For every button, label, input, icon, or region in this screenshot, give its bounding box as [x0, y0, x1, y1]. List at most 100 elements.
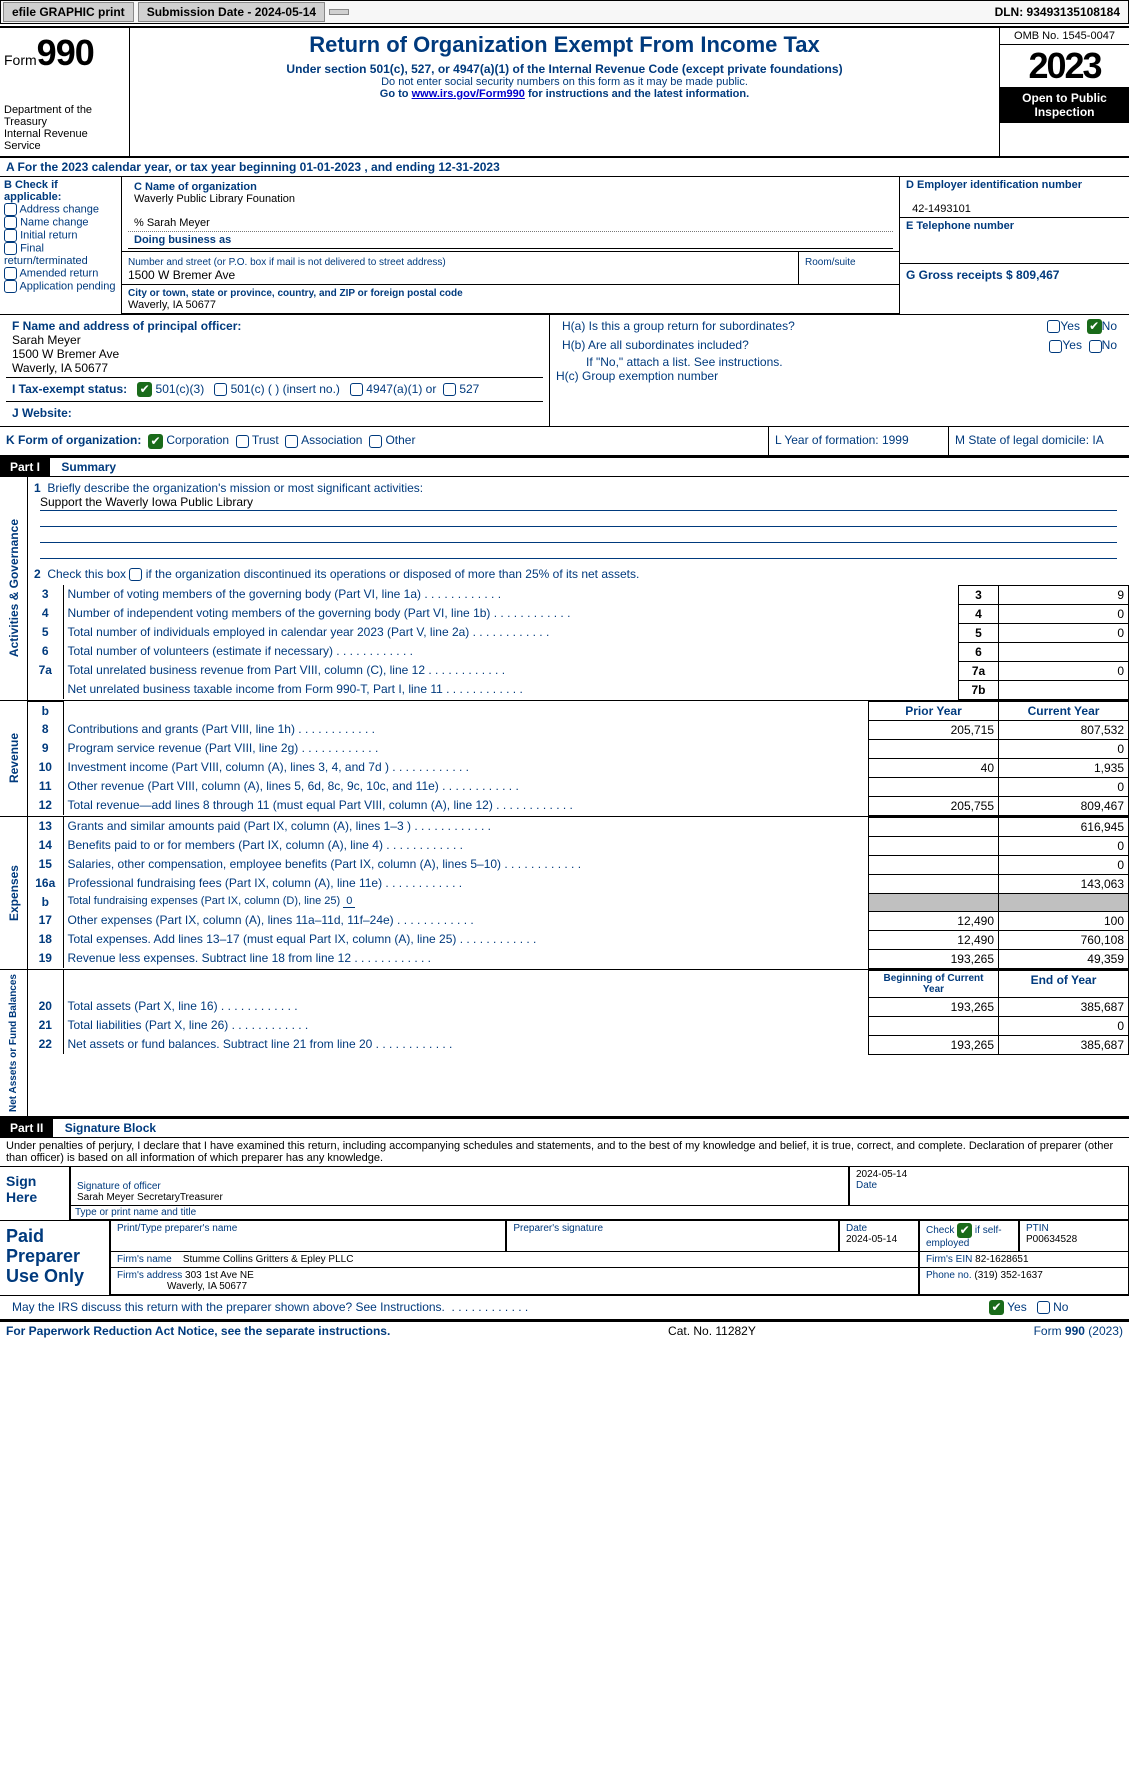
prep-date: 2024-05-14: [846, 1234, 897, 1245]
netassets-vlabel: Net Assets or Fund Balances: [6, 970, 21, 1116]
ptin-value: P00634528: [1026, 1234, 1077, 1245]
table-row: 15Salaries, other compensation, employee…: [28, 855, 1129, 874]
discuss-text: May the IRS discuss this return with the…: [12, 1300, 445, 1314]
checkbox-501c3[interactable]: ✔: [137, 382, 152, 397]
form-org-label: K Form of organization:: [6, 433, 141, 447]
table-row: 13Grants and similar amounts paid (Part …: [28, 817, 1129, 836]
mission-blank-1: [40, 511, 1117, 527]
dept-treasury: Department of the Treasury: [4, 104, 125, 128]
revenue-vlabel: Revenue: [5, 729, 23, 787]
mission-text: Support the Waverly Iowa Public Library: [40, 495, 1117, 511]
firm-name-label: Firm's name: [117, 1254, 172, 1265]
opt-4947: 4947(a)(1) or: [366, 382, 436, 396]
checkbox-other[interactable]: [369, 435, 382, 448]
line-2-text: Check this box if the organization disco…: [47, 567, 639, 581]
footer-left: For Paperwork Reduction Act Notice, see …: [6, 1324, 390, 1338]
table-row: 10Investment income (Part VIII, column (…: [28, 758, 1129, 777]
preparer-name-label: Print/Type preparer's name: [110, 1221, 506, 1252]
omb-number: OMB No. 1545-0047: [1000, 28, 1129, 45]
opt-501c: 501(c) ( ) (insert no.): [231, 382, 340, 396]
label-initial-return: Initial return: [20, 229, 77, 241]
discuss-row: May the IRS discuss this return with the…: [0, 1296, 1129, 1320]
part-1-header: Part I Summary: [0, 456, 1129, 477]
mission-blank-3: [40, 543, 1117, 559]
table-header-row: bPrior YearCurrent Year: [28, 701, 1129, 720]
checkbox-ha-no[interactable]: ✔: [1087, 319, 1102, 334]
penalties-text: Under penalties of perjury, I declare th…: [0, 1138, 1129, 1167]
header-grid: B Check if applicable: Address change Na…: [0, 177, 1129, 315]
preparer-sig-label: Preparer's signature: [506, 1221, 839, 1252]
table-row: 5Total number of individuals employed in…: [28, 623, 1129, 642]
checkbox-final-return[interactable]: [4, 242, 17, 255]
checkbox-hb-yes[interactable]: [1049, 340, 1062, 353]
care-of: % Sarah Meyer: [134, 217, 210, 229]
table-row: 12Total revenue—add lines 8 through 11 (…: [28, 796, 1129, 815]
irs-link[interactable]: www.irs.gov/Form990: [412, 88, 525, 100]
table-row: 9Program service revenue (Part VIII, lin…: [28, 739, 1129, 758]
section-revenue: Revenue bPrior YearCurrent Year8Contribu…: [0, 701, 1129, 817]
tax-year: 2023: [1000, 45, 1129, 87]
label-name-change: Name change: [20, 216, 89, 228]
goto-post: for instructions and the latest informat…: [528, 88, 749, 100]
officer-addr2: Waverly, IA 50677: [12, 361, 108, 375]
org-name-label: C Name of organization: [134, 181, 257, 193]
h-b-note: If "No," attach a list. See instructions…: [556, 355, 1123, 369]
firm-addr2: Waverly, IA 50677: [167, 1281, 247, 1292]
column-d: D Employer identification number 42-1493…: [899, 177, 1129, 314]
opt-501c3: 501(c)(3): [156, 382, 205, 396]
submission-date-button[interactable]: Submission Date - 2024-05-14: [138, 2, 325, 22]
prep-date-label: Date: [846, 1223, 867, 1234]
checkbox-ha-yes[interactable]: [1047, 320, 1060, 333]
table-row: 19Revenue less expenses. Subtract line 1…: [28, 949, 1129, 968]
discuss-yes: Yes: [1007, 1300, 1027, 1314]
table-row: 21Total liabilities (Part X, line 26)0: [28, 1016, 1129, 1035]
section-governance: Activities & Governance 1 Briefly descri…: [0, 477, 1129, 701]
checkbox-trust[interactable]: [236, 435, 249, 448]
checkbox-corp[interactable]: ✔: [148, 434, 163, 449]
officer-label: F Name and address of principal officer:: [12, 319, 241, 333]
mission-blank-2: [40, 527, 1117, 543]
checkbox-discuss-no[interactable]: [1037, 1301, 1050, 1314]
checkbox-address-change[interactable]: [4, 203, 17, 216]
checkbox-501c[interactable]: [214, 383, 227, 396]
dept-irs: Internal Revenue Service: [4, 128, 125, 152]
city-state-zip: Waverly, IA 50677: [128, 299, 216, 311]
street-address: 1500 W Bremer Ave: [128, 268, 235, 282]
checkbox-name-change[interactable]: [4, 216, 17, 229]
opt-527: 527: [459, 382, 479, 396]
checkbox-assoc[interactable]: [285, 435, 298, 448]
opt-assoc: Association: [301, 433, 362, 447]
footer-form-pre: Form: [1034, 1324, 1065, 1338]
opt-other: Other: [385, 433, 415, 447]
checkbox-4947[interactable]: [350, 383, 363, 396]
h-a-label: H(a) Is this a group return for subordin…: [556, 317, 1003, 336]
table-row: 20Total assets (Part X, line 16)193,2653…: [28, 997, 1129, 1016]
officer-name: Sarah Meyer: [12, 333, 81, 347]
addr-label: Number and street (or P.O. box if mail i…: [128, 257, 446, 268]
blank-button[interactable]: [329, 9, 349, 15]
phone-value: (319) 352-1637: [974, 1270, 1042, 1281]
checkbox-hb-no[interactable]: [1089, 340, 1102, 353]
paid-preparer-block: Paid Preparer Use Only Print/Type prepar…: [0, 1221, 1129, 1296]
efile-button[interactable]: efile GRAPHIC print: [3, 2, 134, 22]
expenses-table: 13Grants and similar amounts paid (Part …: [28, 817, 1129, 969]
ha-yes: Yes: [1060, 319, 1080, 333]
checkbox-discontinued[interactable]: [129, 568, 142, 581]
label-amended: Amended return: [19, 267, 98, 279]
checkbox-amended[interactable]: [4, 267, 17, 280]
col-b-header: B Check if applicable:: [4, 179, 117, 203]
checkbox-initial-return[interactable]: [4, 229, 17, 242]
row-f-h: F Name and address of principal officer:…: [0, 315, 1129, 427]
checkbox-self-employed[interactable]: ✔: [957, 1223, 972, 1238]
checkbox-527[interactable]: [443, 383, 456, 396]
opt-corp: Corporation: [166, 433, 229, 447]
row-a-tax-year: A For the 2023 calendar year, or tax yea…: [0, 158, 1129, 177]
row-klm: K Form of organization: ✔ Corporation Tr…: [0, 427, 1129, 455]
sign-here-block: Sign Here Signature of officer Sarah Mey…: [0, 1167, 1129, 1221]
checkbox-discuss-yes[interactable]: ✔: [989, 1300, 1004, 1315]
checkbox-app-pending[interactable]: [4, 280, 17, 293]
governance-table: 3Number of voting members of the governi…: [28, 585, 1129, 700]
page-title: Return of Organization Exempt From Incom…: [134, 32, 995, 58]
expenses-vlabel: Expenses: [5, 861, 23, 925]
telephone-label: E Telephone number: [906, 220, 1014, 232]
